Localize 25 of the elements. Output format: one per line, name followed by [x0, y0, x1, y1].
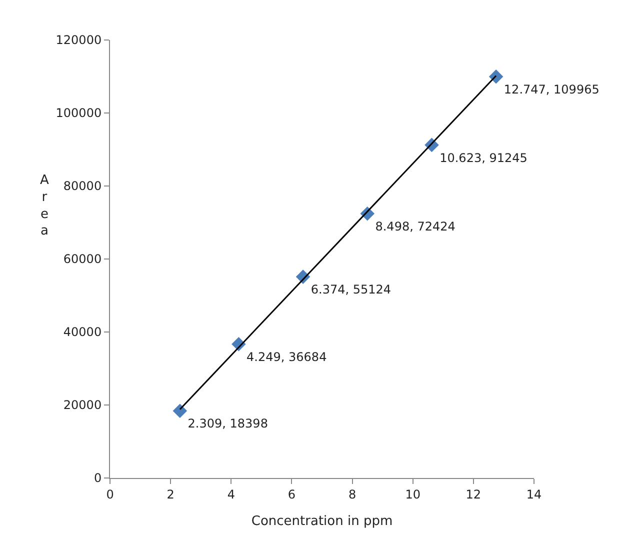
x-tick-label: 4 [227, 487, 235, 502]
x-tick-label: 0 [106, 487, 114, 502]
y-tick-label: 0 [94, 471, 102, 486]
x-tick-label: 10 [405, 487, 420, 502]
data-label: 8.498, 72424 [375, 220, 456, 234]
point [488, 69, 504, 84]
x-axis-title: Concentration in ppm [251, 514, 393, 529]
y-tick-label: 120000 [56, 33, 102, 48]
point [172, 404, 188, 418]
x-tick-label: 12 [466, 487, 482, 502]
x-tick-label: 2 [166, 487, 174, 502]
data-label: 12.747, 109965 [504, 82, 600, 97]
x-tick-label: 6 [288, 487, 296, 502]
y-tick-label: 40000 [63, 325, 102, 340]
y-tick-label: 20000 [63, 398, 102, 412]
y-tick-label: 60000 [63, 252, 102, 266]
data-label: 4.249, 36684 [246, 350, 327, 364]
data-label: 10.623, 91245 [440, 150, 528, 165]
x-tick-label: 14 [526, 487, 542, 502]
x-tick-label: 8 [348, 487, 356, 502]
data-label: 2.309, 18398 [188, 416, 268, 431]
y-axis-title: Area [40, 173, 49, 239]
data-label: 6.374, 55124 [310, 282, 392, 297]
y-tick-label: 100000 [56, 106, 102, 120]
y-tick-label: 80000 [63, 179, 102, 194]
